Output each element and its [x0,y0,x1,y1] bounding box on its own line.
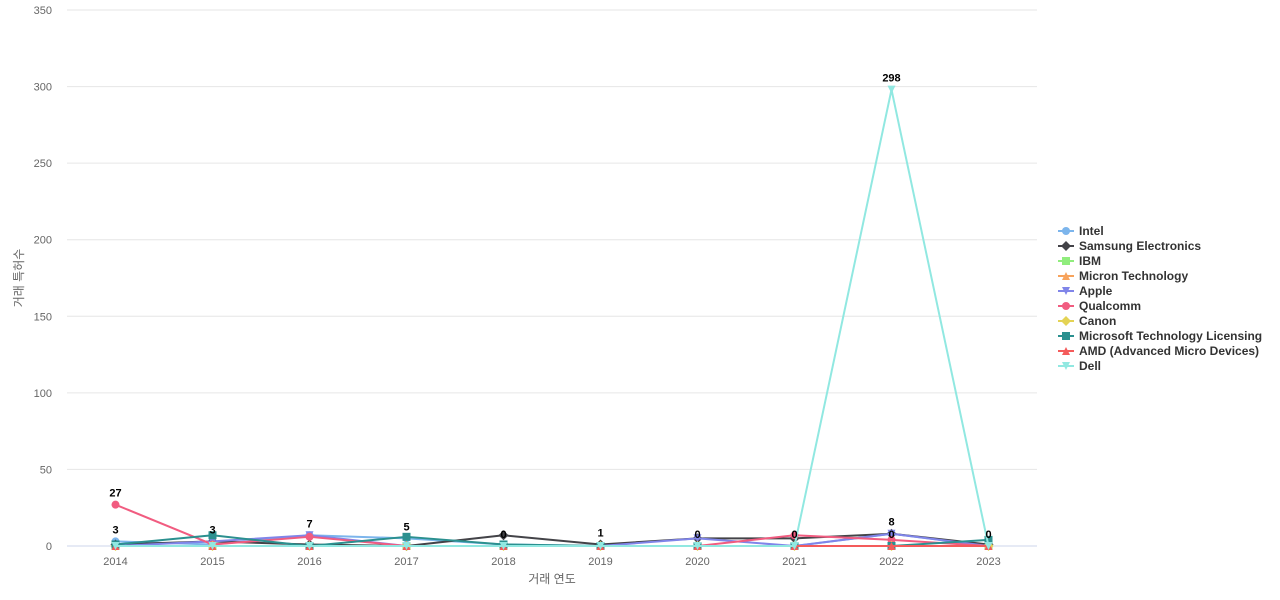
legend-item-intel[interactable]: Intel [1058,224,1104,238]
x-tick-label: 2014 [103,556,127,568]
legend-label: Micron Technology [1079,269,1188,283]
legend-item-samsung-electronics[interactable]: Samsung Electronics [1058,239,1201,253]
data-point[interactable] [596,542,605,550]
x-tick-label: 2020 [685,556,709,568]
data-label: 3 [112,524,118,536]
data-point[interactable] [402,542,411,550]
grid-lines [67,9,1037,547]
x-tick-label: 2019 [588,556,612,568]
x-tick-label: 2023 [976,556,1000,568]
legend-label: Qualcomm [1079,299,1141,313]
data-label: 0 [791,529,797,541]
legend-label: Dell [1079,359,1101,373]
data-point[interactable] [208,542,217,550]
data-point[interactable] [305,532,314,541]
legend-item-amd-advanced-micro-devices[interactable]: AMD (Advanced Micro Devices) [1058,344,1259,358]
data-point[interactable] [984,542,993,550]
legend-label: Intel [1079,224,1104,238]
data-label: 0 [888,529,894,541]
series-group [110,85,994,551]
y-tick-label: 0 [46,541,52,553]
legend-marker[interactable] [1062,257,1070,265]
legend-item-micron-technology[interactable]: Micron Technology [1058,269,1188,283]
data-label: 298 [882,73,900,85]
legend-item-apple[interactable]: Apple [1058,284,1113,298]
data-label: 1 [597,527,603,539]
legend-marker[interactable] [1062,332,1070,340]
data-point[interactable] [887,85,896,94]
series-dell [111,85,993,550]
legend-marker[interactable] [1062,347,1070,355]
legend-marker[interactable] [1062,362,1070,370]
y-tick-label: 150 [34,311,52,323]
legend-marker[interactable] [1062,302,1070,310]
y-tick-label: 50 [40,464,52,476]
data-point[interactable] [693,542,702,550]
legend-marker[interactable] [1061,241,1071,251]
data-point[interactable] [887,535,896,544]
data-label: 3 [209,524,215,536]
legend-label: Samsung Electronics [1079,239,1201,253]
y-axis-title: 거래 특허수 [12,249,26,308]
data-label: 0 [500,529,506,541]
data-point[interactable] [790,542,799,550]
legend-item-microsoft-technology-licensing[interactable]: Microsoft Technology Licensing [1058,329,1262,343]
y-tick-label: 100 [34,388,52,400]
legend-marker[interactable] [1062,227,1070,235]
x-tick-label: 2022 [879,556,903,568]
series-line [115,532,989,547]
legend-item-qualcomm[interactable]: Qualcomm [1058,299,1141,313]
x-axis-ticks: 2014 2015 2016 2017 2018 2019 2020 2021 2022 2023 [103,556,1000,568]
data-label: 0 [694,529,700,541]
x-axis-title: 거래 연도 [528,572,576,586]
x-tick-label: 2018 [491,556,515,568]
legend-marker[interactable] [1062,272,1070,280]
legend-label: Canon [1079,314,1116,328]
x-tick-label: 2021 [782,556,806,568]
legend-item-ibm[interactable]: IBM [1058,254,1101,268]
legend-marker[interactable] [1062,287,1070,295]
y-tick-label: 250 [34,158,52,170]
legend-label: Apple [1079,284,1113,298]
x-tick-label: 2017 [394,556,418,568]
y-tick-label: 200 [34,235,52,247]
data-point[interactable] [499,542,508,550]
legend-label: Microsoft Technology Licensing [1079,329,1262,343]
legend-marker[interactable] [1061,316,1071,326]
legend-item-canon[interactable]: Canon [1058,314,1116,328]
legend-label: IBM [1079,254,1101,268]
data-point[interactable] [305,542,314,550]
data-label: 8 [888,517,894,529]
data-point[interactable] [498,530,509,541]
legend-label: AMD (Advanced Micro Devices) [1079,344,1259,358]
data-label: 0 [985,529,991,541]
data-point[interactable] [693,534,702,543]
data-point[interactable] [208,531,217,540]
data-point[interactable] [111,542,120,550]
data-label: 27 [109,488,121,500]
y-axis-ticks: 0 50 100 150 200 250 300 350 [34,5,52,553]
x-tick-label: 2016 [297,556,321,568]
legend-item-dell[interactable]: Dell [1058,359,1101,373]
data-point[interactable] [402,532,411,541]
series-qualcomm [111,500,993,550]
data-point[interactable] [887,529,896,538]
series-line [115,88,990,547]
y-tick-label: 350 [34,5,52,17]
data-point[interactable] [111,500,120,509]
data-point[interactable] [984,535,993,544]
data-point[interactable] [887,542,896,550]
x-tick-label: 2015 [200,556,224,568]
data-label: 7 [306,518,312,530]
y-tick-label: 300 [34,82,52,94]
data-label: 5 [403,521,409,533]
